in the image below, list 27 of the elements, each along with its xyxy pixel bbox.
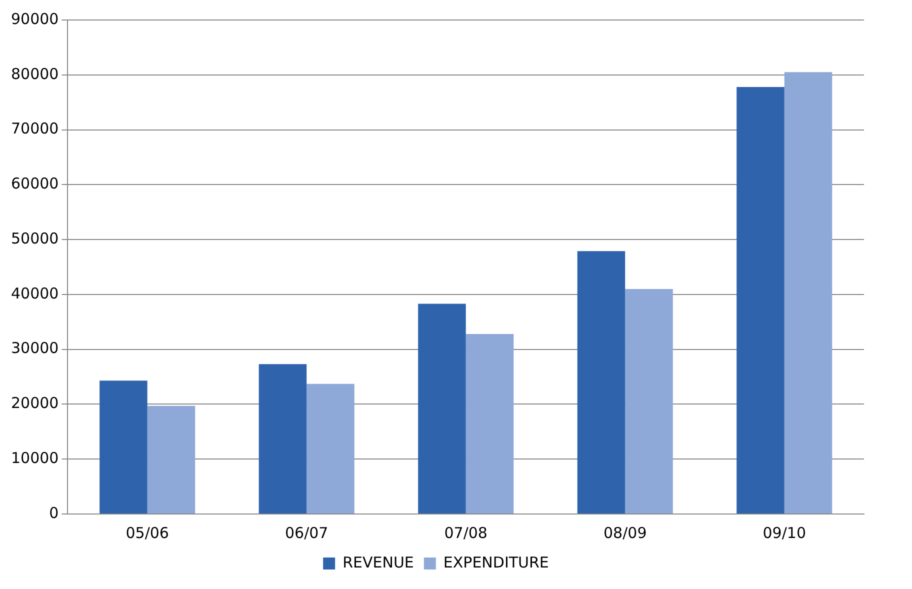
bar bbox=[784, 72, 832, 514]
y-tick-label: 70000 bbox=[11, 120, 59, 138]
y-tick-label: 50000 bbox=[11, 229, 59, 248]
y-tick-label: 10000 bbox=[11, 449, 59, 467]
y-tick-label: 60000 bbox=[11, 174, 59, 193]
bar bbox=[625, 288, 673, 514]
bar bbox=[147, 406, 196, 514]
y-tick-label: 30000 bbox=[11, 339, 59, 358]
bar bbox=[577, 251, 626, 514]
x-tick-label: 05/06 bbox=[126, 524, 169, 542]
bar bbox=[258, 364, 307, 514]
y-tick-label: 0 bbox=[49, 504, 59, 522]
x-tick-label: 08/09 bbox=[604, 524, 647, 542]
y-tick-label: 20000 bbox=[11, 394, 59, 412]
bar bbox=[736, 86, 784, 514]
y-tick-label: 90000 bbox=[11, 10, 59, 28]
bar bbox=[466, 334, 514, 514]
x-tick-label: 09/10 bbox=[762, 524, 806, 542]
bar bbox=[306, 384, 354, 514]
x-tick-label: 07/08 bbox=[444, 524, 488, 542]
y-tick-label: 80000 bbox=[11, 64, 59, 83]
y-tick-label: 40000 bbox=[11, 284, 59, 302]
legend-label: EXPENDITURE bbox=[443, 553, 549, 572]
legend-label: REVENUE bbox=[342, 553, 414, 572]
x-tick-label: 06/07 bbox=[284, 524, 328, 542]
bar bbox=[100, 380, 148, 514]
bar bbox=[418, 304, 466, 514]
